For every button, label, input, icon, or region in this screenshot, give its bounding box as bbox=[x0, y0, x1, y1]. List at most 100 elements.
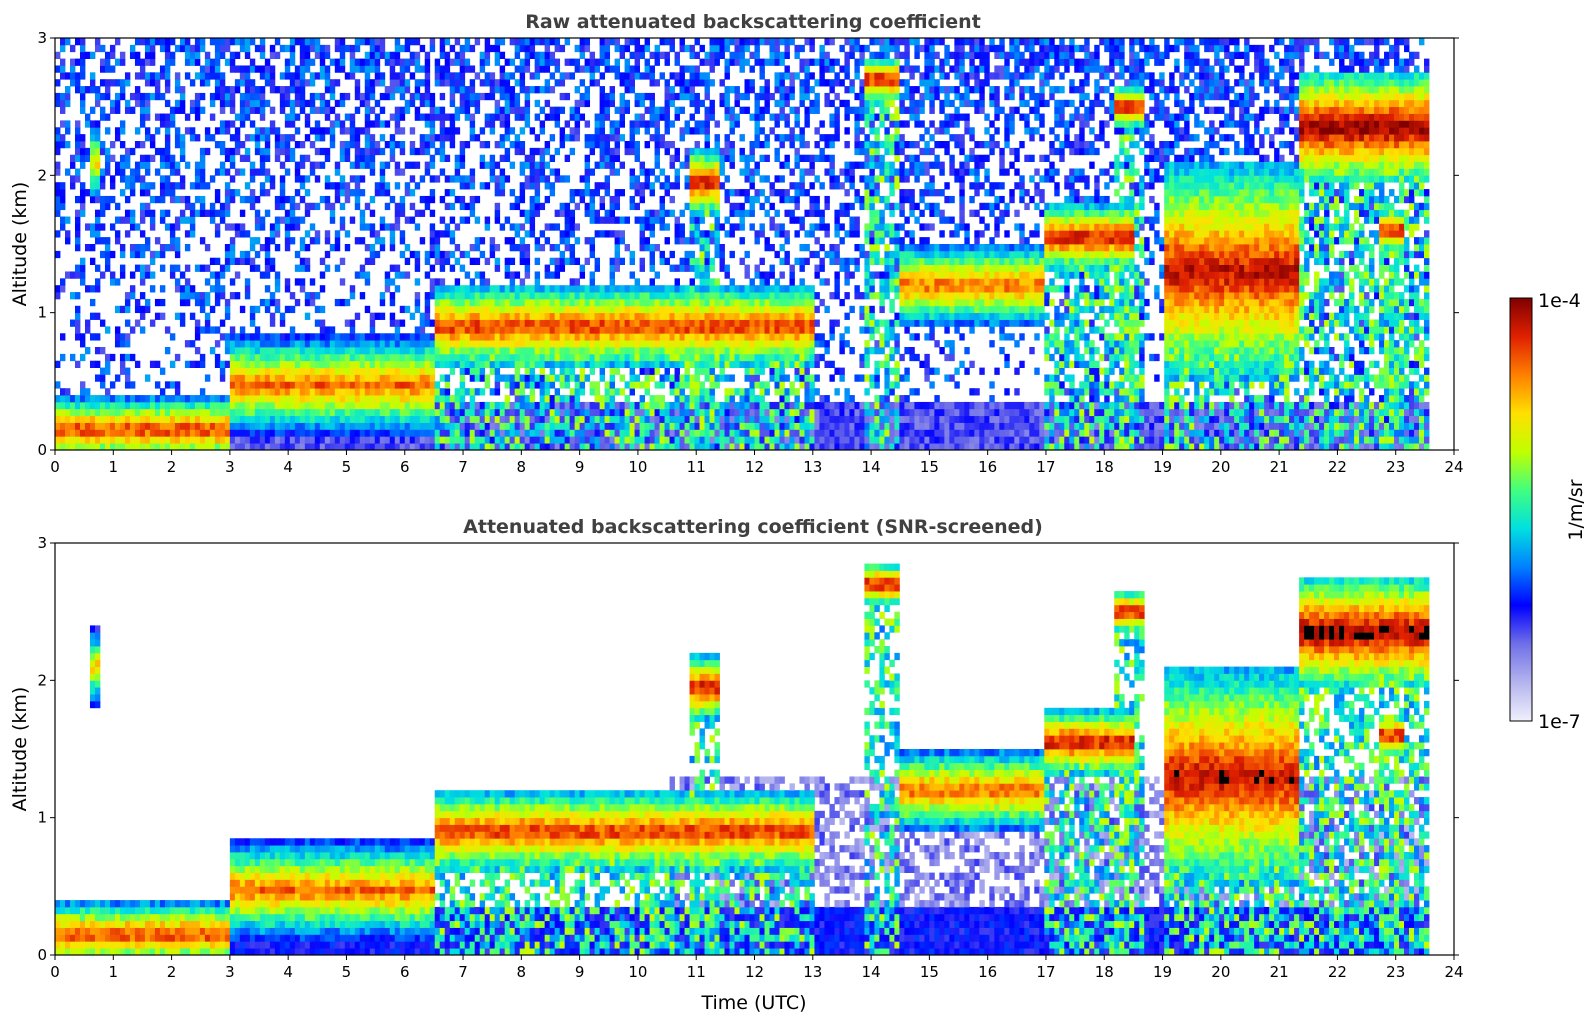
heatmap-cell bbox=[359, 175, 366, 183]
heatmap-cell bbox=[159, 298, 166, 307]
heatmap-cell bbox=[299, 44, 306, 53]
heatmap-cell bbox=[519, 285, 526, 293]
heatmap-cell bbox=[329, 436, 336, 444]
heatmap-cell bbox=[279, 429, 286, 437]
heatmap-cell bbox=[539, 106, 546, 114]
heatmap-cell bbox=[499, 223, 506, 231]
heatmap-cell bbox=[419, 381, 426, 389]
heatmap-cell bbox=[279, 340, 286, 348]
heatmap-cell bbox=[639, 72, 645, 80]
heatmap-cell bbox=[359, 65, 366, 73]
heatmap-cell bbox=[224, 305, 231, 314]
heatmap-cell bbox=[314, 347, 321, 355]
heatmap-cell bbox=[199, 92, 206, 101]
heatmap-cell bbox=[669, 292, 675, 300]
heatmap-cell bbox=[454, 443, 461, 451]
heatmap-cell bbox=[319, 333, 326, 341]
heatmap-cell bbox=[134, 422, 141, 430]
heatmap-cell bbox=[199, 395, 206, 403]
heatmap-cell bbox=[684, 79, 690, 87]
heatmap-cell bbox=[524, 319, 531, 327]
heatmap-cell bbox=[454, 436, 461, 444]
heatmap-cell bbox=[454, 340, 461, 348]
heatmap-cell bbox=[219, 92, 226, 101]
heatmap-cell bbox=[629, 388, 635, 396]
heatmap-cell bbox=[304, 38, 311, 46]
heatmap-cell bbox=[674, 415, 680, 423]
heatmap-cell bbox=[499, 51, 506, 59]
heatmap-cell bbox=[699, 422, 705, 430]
heatmap-cell bbox=[174, 278, 181, 286]
heatmap-cell bbox=[424, 168, 431, 176]
heatmap-cell bbox=[454, 319, 461, 327]
heatmap-cell bbox=[264, 340, 271, 348]
heatmap-cell bbox=[64, 230, 71, 238]
heatmap-cell bbox=[609, 388, 615, 396]
heatmap-cell bbox=[434, 147, 441, 156]
heatmap-cell bbox=[534, 113, 541, 121]
heatmap-cell bbox=[299, 340, 306, 348]
heatmap-cell bbox=[674, 319, 680, 327]
heatmap-cell bbox=[174, 79, 181, 87]
heatmap-cell bbox=[654, 429, 660, 437]
heatmap-cell bbox=[554, 415, 561, 423]
heatmap-cell bbox=[254, 347, 261, 355]
heatmap-cell bbox=[574, 134, 581, 142]
heatmap-cell bbox=[639, 51, 645, 59]
heatmap-cell bbox=[94, 127, 101, 135]
heatmap-cell bbox=[74, 360, 81, 368]
heatmap-cell bbox=[614, 292, 620, 300]
heatmap-cell bbox=[694, 202, 700, 211]
heatmap-cell bbox=[314, 147, 321, 156]
heatmap-cell bbox=[504, 264, 511, 272]
heatmap-cell bbox=[704, 147, 710, 156]
heatmap-cell bbox=[564, 72, 571, 80]
heatmap-cell bbox=[609, 195, 615, 204]
heatmap-cell bbox=[164, 209, 171, 217]
heatmap-cell bbox=[464, 58, 471, 66]
heatmap-cell bbox=[99, 367, 106, 375]
heatmap-cell bbox=[344, 333, 351, 341]
heatmap-cell bbox=[609, 120, 615, 128]
heatmap-cell bbox=[719, 182, 725, 190]
heatmap-cell bbox=[669, 353, 675, 362]
heatmap-cell bbox=[274, 298, 281, 307]
heatmap-cell bbox=[249, 264, 256, 272]
heatmap-cell bbox=[299, 79, 306, 87]
heatmap-cell bbox=[504, 381, 511, 389]
heatmap-cell bbox=[444, 347, 451, 355]
heatmap-cell bbox=[239, 408, 246, 417]
heatmap-cell bbox=[454, 38, 461, 46]
heatmap-cell bbox=[579, 38, 586, 46]
heatmap-cell bbox=[494, 189, 501, 197]
heatmap-cell bbox=[64, 38, 71, 46]
heatmap-cell bbox=[599, 360, 606, 368]
heatmap-cell bbox=[269, 333, 276, 341]
heatmap-cell bbox=[434, 340, 441, 348]
heatmap-cell bbox=[704, 429, 710, 437]
heatmap-cell bbox=[414, 401, 421, 410]
heatmap-cell bbox=[414, 367, 421, 375]
heatmap-cell bbox=[564, 367, 571, 375]
heatmap-cell bbox=[55, 443, 61, 451]
heatmap-cell bbox=[179, 395, 186, 403]
heatmap-cell bbox=[194, 175, 201, 183]
heatmap-cell bbox=[339, 175, 346, 183]
heatmap-cell bbox=[479, 429, 486, 437]
heatmap-cell bbox=[149, 51, 156, 59]
heatmap-cell bbox=[159, 415, 166, 423]
heatmap-cell bbox=[224, 168, 231, 176]
heatmap-cell bbox=[209, 72, 216, 80]
heatmap-cell bbox=[94, 189, 101, 197]
heatmap-cell bbox=[484, 298, 491, 307]
heatmap-cell bbox=[699, 360, 705, 368]
heatmap-cell bbox=[469, 278, 476, 286]
heatmap-cell bbox=[119, 86, 126, 94]
heatmap-cell bbox=[139, 141, 146, 149]
heatmap-cell bbox=[144, 436, 151, 444]
heatmap-cell bbox=[104, 86, 111, 94]
heatmap-cell bbox=[134, 250, 141, 259]
heatmap-cell bbox=[174, 312, 181, 320]
heatmap-cell bbox=[249, 436, 256, 444]
heatmap-cell bbox=[649, 326, 655, 334]
